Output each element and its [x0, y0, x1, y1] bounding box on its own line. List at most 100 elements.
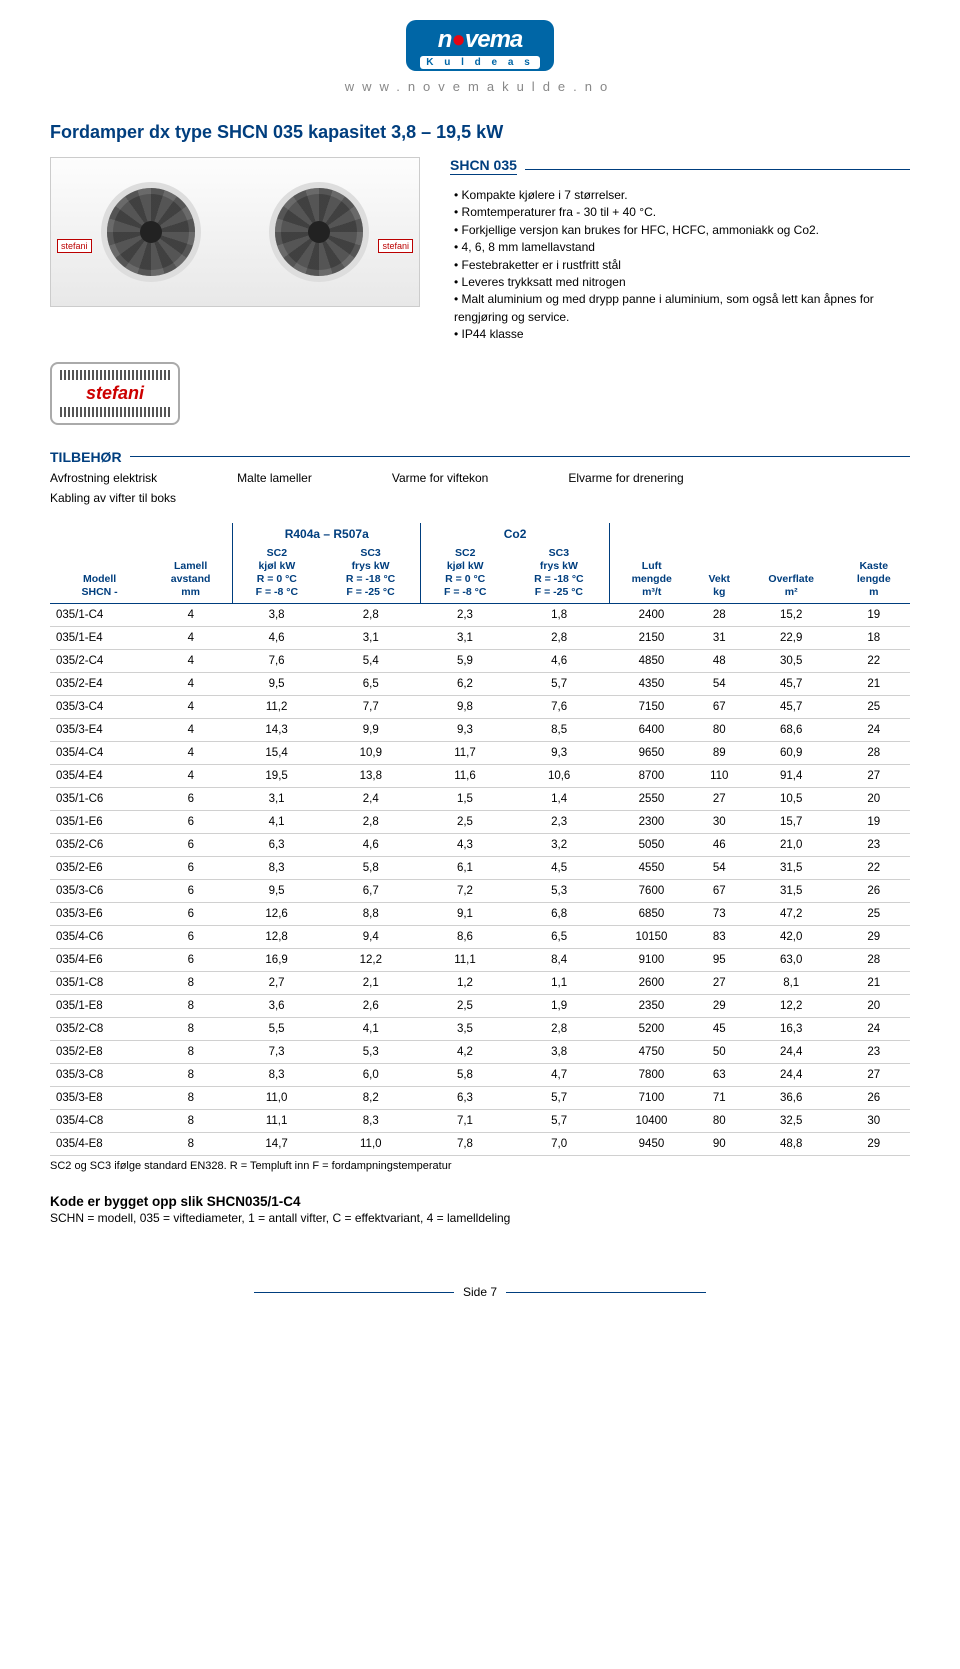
table-row: 035/3-C888,36,05,84,778006324,427	[50, 1064, 910, 1087]
table-footnote: SC2 og SC3 ifølge standard EN328. R = Te…	[50, 1160, 910, 1172]
kabling-text: Kabling av vifter til boks	[50, 491, 910, 505]
table-cell: 3,2	[509, 834, 609, 857]
table-cell: 035/1-E4	[50, 627, 149, 650]
table-cell: 8	[149, 1041, 232, 1064]
table-cell: 4,7	[509, 1064, 609, 1087]
table-cell: 4,6	[233, 627, 321, 650]
table-cell: 8,3	[233, 857, 321, 880]
table-cell: 035/1-E6	[50, 811, 149, 834]
table-cell: 89	[694, 742, 745, 765]
table-cell: 6,0	[321, 1064, 421, 1087]
table-cell: 110	[694, 765, 745, 788]
table-cell: 14,3	[233, 719, 321, 742]
table-cell: 12,2	[321, 949, 421, 972]
logo-red-dot: ●	[451, 26, 465, 53]
table-cell: 035/4-E4	[50, 765, 149, 788]
table-cell: 27	[838, 1064, 911, 1087]
table-cell: 11,0	[233, 1087, 321, 1110]
table-row: 035/1-C443,82,82,31,824002815,219	[50, 604, 910, 627]
table-cell: 8	[149, 1018, 232, 1041]
table-cell: 29	[838, 1133, 911, 1156]
table-row: 035/2-E668,35,86,14,545505431,522	[50, 857, 910, 880]
spec-item: Leveres trykksatt med nitrogen	[454, 274, 910, 291]
table-cell: 10150	[609, 926, 693, 949]
table-cell: 10,9	[321, 742, 421, 765]
table-cell: 4	[149, 719, 232, 742]
table-cell: 035/3-E6	[50, 903, 149, 926]
table-cell: 63	[694, 1064, 745, 1087]
table-cell: 36,6	[745, 1087, 838, 1110]
table-cell: 28	[838, 949, 911, 972]
table-cell: 4,1	[321, 1018, 421, 1041]
table-cell: 2,8	[509, 627, 609, 650]
col-header: Kastelengdem	[838, 543, 911, 604]
table-cell: 5,4	[321, 650, 421, 673]
table-cell: 45	[694, 1018, 745, 1041]
table-cell: 7100	[609, 1087, 693, 1110]
col-header: ModellSHCN -	[50, 543, 149, 604]
table-cell: 27	[694, 972, 745, 995]
table-cell: 12,6	[233, 903, 321, 926]
table-cell: 9650	[609, 742, 693, 765]
table-cell: 16,9	[233, 949, 321, 972]
table-cell: 2,3	[509, 811, 609, 834]
table-cell: 8,1	[745, 972, 838, 995]
col-header: SC3frys kWR = -18 °CF = -25 °C	[509, 543, 609, 604]
table-cell: 4350	[609, 673, 693, 696]
product-brand-left: stefani	[57, 239, 92, 253]
table-row: 035/4-E8814,711,07,87,094509048,829	[50, 1133, 910, 1156]
section-label: TILBEHØR	[50, 449, 122, 465]
table-cell: 8	[149, 972, 232, 995]
table-cell: 1,2	[421, 972, 509, 995]
table-row: 035/3-E8811,08,26,35,771007136,626	[50, 1087, 910, 1110]
table-cell: 4	[149, 765, 232, 788]
table-cell: 1,4	[509, 788, 609, 811]
table-cell: 6	[149, 903, 232, 926]
table-cell: 11,6	[421, 765, 509, 788]
table-cell: 9,9	[321, 719, 421, 742]
logo-text-post: vema	[465, 26, 522, 53]
table-cell: 035/4-C8	[50, 1110, 149, 1133]
product-brand-right: stefani	[378, 239, 413, 253]
table-cell: 5,9	[421, 650, 509, 673]
col-group-r404a: R404a – R507a	[233, 523, 421, 543]
table-cell: 67	[694, 880, 745, 903]
table-cell: 8	[149, 1110, 232, 1133]
table-cell: 1,1	[509, 972, 609, 995]
table-row: 035/4-E4419,513,811,610,6870011091,427	[50, 765, 910, 788]
table-cell: 31	[694, 627, 745, 650]
spec-list: Kompakte kjølere i 7 størrelser.Romtempe…	[450, 187, 910, 344]
table-cell: 035/2-C8	[50, 1018, 149, 1041]
logo-main: n●vema	[438, 26, 523, 53]
table-cell: 4,2	[421, 1041, 509, 1064]
table-cell: 31,5	[745, 857, 838, 880]
table-cell: 28	[838, 742, 911, 765]
table-cell: 11,0	[321, 1133, 421, 1156]
table-cell: 035/3-C8	[50, 1064, 149, 1087]
table-cell: 035/2-E4	[50, 673, 149, 696]
table-row: 035/2-C447,65,45,94,648504830,522	[50, 650, 910, 673]
table-cell: 035/2-E8	[50, 1041, 149, 1064]
footer-rule	[254, 1292, 454, 1293]
table-cell: 27	[694, 788, 745, 811]
table-cell: 2,4	[321, 788, 421, 811]
table-cell: 2,7	[233, 972, 321, 995]
logo-sub: K u l d e a s	[420, 56, 540, 69]
top-row: stefani stefani SHCN 035 Kompakte kjøler…	[50, 157, 910, 344]
table-cell: 45,7	[745, 673, 838, 696]
table-row: 035/1-C663,12,41,51,425502710,520	[50, 788, 910, 811]
table-cell: 2,1	[321, 972, 421, 995]
col-header: Vektkg	[694, 543, 745, 604]
table-cell: 6,5	[321, 673, 421, 696]
page-footer: Side 7	[50, 1285, 910, 1299]
table-cell: 8,3	[321, 1110, 421, 1133]
table-cell: 9,8	[421, 696, 509, 719]
table-cell: 5,7	[509, 673, 609, 696]
table-cell: 6850	[609, 903, 693, 926]
table-cell: 9450	[609, 1133, 693, 1156]
table-cell: 6	[149, 949, 232, 972]
table-cell: 6	[149, 857, 232, 880]
table-cell: 2,8	[321, 811, 421, 834]
table-cell: 7,3	[233, 1041, 321, 1064]
stripes-icon	[60, 407, 170, 417]
